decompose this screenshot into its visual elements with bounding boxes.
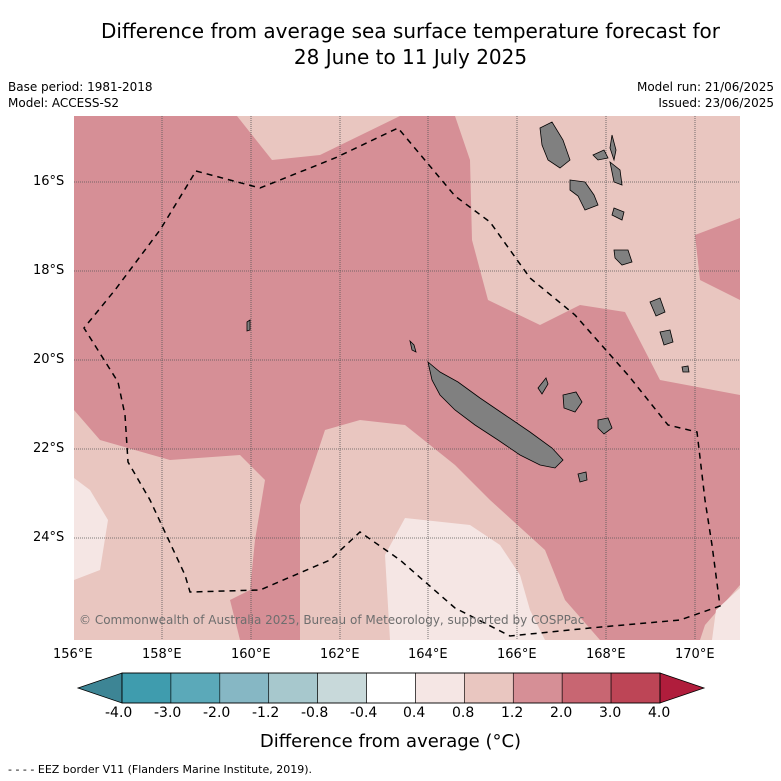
lifou-island [562,391,583,413]
anomaly-band-0.8-1.2-north [237,116,740,395]
erromango-island [649,297,666,317]
anomaly-band-0.8-1.2-northwest [237,116,400,160]
colorbar-label: 0.8 [452,705,475,721]
efate-island [613,249,633,266]
ambae-island [592,149,609,161]
x-tick-168: 168°E [586,647,626,662]
colorbar-segment [317,672,367,704]
colorbar-under-arrow [76,672,123,704]
anomaly-band-0.4-0.8-south [385,518,545,640]
colorbar-outline [121,672,661,704]
run-info: Model run: 21/06/2025 Issued: 23/06/2025 [637,79,774,111]
colorbar-segment [219,672,270,704]
eez-legend-note: - - - - EEZ border V11 (Flanders Marine … [8,763,313,776]
title-line-1: Difference from average sea surface temp… [100,19,720,43]
colorbar-label: -0.8 [301,705,329,721]
colorbar-segment [170,672,221,704]
map-title: Difference from average sea surface temp… [40,18,781,70]
colorbar-segment [121,672,172,704]
colorbar-label: -0.4 [350,705,378,721]
colorbar-title: Difference from average (°C) [259,731,522,752]
anomaly-band-0.4-0.8-west [74,478,108,580]
colorbar-segment [464,672,514,704]
espiritu-santo-island [539,121,571,169]
x-tick-162: 162°E [320,647,360,662]
graticule [74,116,740,640]
base-period: Base period: 1981-2018 [8,80,153,94]
x-tick-158: 158°E [142,647,182,662]
maewo-island [609,134,617,162]
ouvea-island [537,377,549,395]
anomaly-band-0.4-0.8-southeast [712,588,740,640]
land-masses [246,121,690,483]
y-tick-18s: 18°S [33,263,65,278]
issued-date: Issued: 23/06/2025 [658,96,774,110]
colorbar-label: -3.0 [154,705,182,721]
malekula-island [569,179,599,211]
x-tick-160: 160°E [231,647,271,662]
y-tick-20s: 20°S [33,352,65,367]
colorbar-label: 2.0 [550,705,573,721]
copyright-notice: © Commonwealth of Australia 2025, Bureau… [79,613,585,627]
colorbar-segment [268,672,318,704]
model-run-date: Model run: 21/06/2025 [636,80,774,94]
pentecost-island [609,161,623,186]
y-tick-24s: 24°S [33,530,65,545]
colorbar-segment [366,672,416,704]
colorbar-label: 1.2 [501,705,524,721]
colorbar-segment [512,672,563,704]
x-tick-156: 156°E [53,647,93,662]
colorbar-label: -2.0 [203,705,231,721]
colorbar-label: -1.2 [252,705,280,721]
x-tick-166: 166°E [497,647,537,662]
title-line-2: 28 June to 11 July 2025 [293,45,528,69]
anomaly-field [74,116,740,640]
anomaly-band-0.8-1.2-southwest [74,410,265,640]
colorbar-label: 3.0 [599,705,622,721]
model-name: Model: ACCESS-S2 [8,96,120,110]
aneityum-island [681,365,690,373]
chesterfield-islet [246,319,251,332]
y-tick-22s: 22°S [33,441,65,456]
colorbar-label: 0.4 [403,705,426,721]
colorbar-segments [121,672,661,704]
new-caledonia-island [427,360,564,469]
colorbar-label: -4.0 [105,705,133,721]
x-tick-170: 170°E [675,647,715,662]
colorbar-segment [561,672,612,704]
model-info: Base period: 1981-2018 Model: ACCESS-S2 [8,79,153,111]
colorbar-over-arrow [659,672,706,704]
x-tick-164: 164°E [408,647,448,662]
belep-islands [409,339,417,353]
y-tick-16s: 16°S [33,174,65,189]
isle-of-pines [577,471,588,483]
colorbar-label: 4.0 [648,705,671,721]
colorbar [76,672,706,704]
colorbar-segment [415,672,465,704]
colorbar-segment [610,672,661,704]
mare-island [597,417,613,435]
epi-island [611,207,625,221]
tanna-island [659,329,674,346]
